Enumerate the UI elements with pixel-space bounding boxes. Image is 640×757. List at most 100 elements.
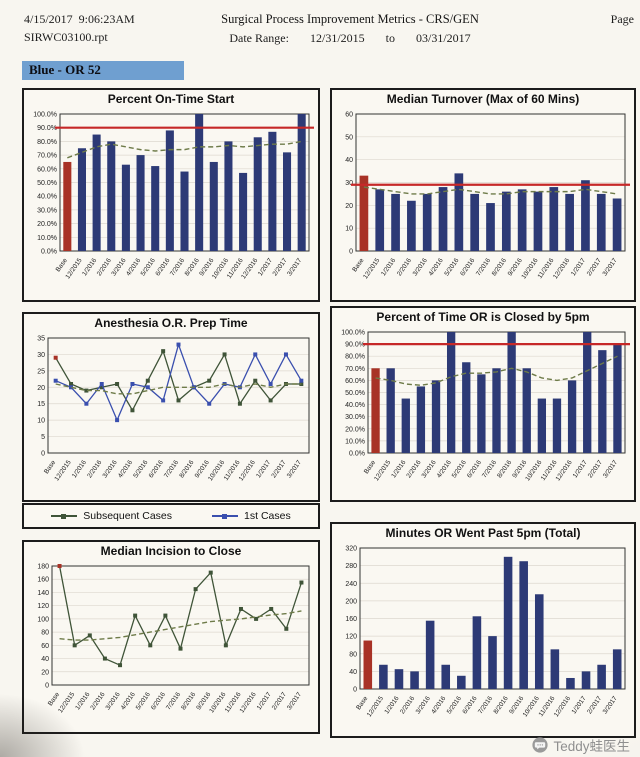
svg-text:320: 320 — [345, 546, 357, 553]
legend-item-subsequent-cases: Subsequent Cases — [51, 510, 172, 522]
chart-title-median-turnover: Median Turnover (Max of 60 Mins) — [386, 92, 580, 106]
svg-text:60: 60 — [345, 112, 353, 119]
svg-text:10.0%: 10.0% — [345, 438, 365, 445]
svg-text:50: 50 — [345, 134, 353, 141]
svg-text:50.0%: 50.0% — [37, 180, 57, 187]
svg-text:12/2015: 12/2015 — [362, 257, 381, 281]
date-range-to-word: to — [385, 31, 395, 45]
chart-title-closed-by-5pm: Percent of Time OR is Closed by 5pm — [376, 310, 590, 324]
svg-text:2/2016: 2/2016 — [86, 459, 103, 480]
svg-text:3/2017: 3/2017 — [602, 695, 619, 716]
chart-panel-closed-by-5pm: Percent of Time OR is Closed by 5pm 0.0%… — [330, 306, 636, 502]
svg-text:7/2016: 7/2016 — [477, 695, 494, 716]
chart-title-minutes-past-5pm: Minutes OR Went Past 5pm (Total) — [385, 526, 581, 540]
prep-time-legend: Subsequent Cases 1st Cases — [22, 503, 320, 529]
svg-text:3/2016: 3/2016 — [102, 459, 119, 480]
svg-text:0.0%: 0.0% — [41, 249, 57, 256]
svg-text:0.0%: 0.0% — [349, 451, 365, 458]
svg-text:20.0%: 20.0% — [37, 221, 57, 228]
page-label: Page — [610, 12, 634, 26]
svg-text:30.0%: 30.0% — [37, 207, 57, 214]
legend-item-first-cases: 1st Cases — [212, 510, 291, 522]
svg-text:Base: Base — [55, 257, 69, 273]
svg-text:1/2017: 1/2017 — [255, 459, 272, 480]
chart-canvas-median-turnover: 0102030405060Base12/20151/20162/20163/20… — [345, 112, 630, 281]
svg-text:8/2016: 8/2016 — [491, 257, 508, 278]
svg-text:30.0%: 30.0% — [345, 414, 365, 421]
svg-text:70.0%: 70.0% — [37, 153, 57, 160]
svg-text:6/2016: 6/2016 — [459, 257, 476, 278]
svg-text:40: 40 — [349, 669, 357, 676]
svg-text:240: 240 — [345, 581, 357, 588]
svg-text:7/2016: 7/2016 — [163, 459, 180, 480]
svg-text:Base: Base — [355, 695, 369, 711]
svg-text:5/2016: 5/2016 — [443, 257, 460, 278]
svg-text:3/2017: 3/2017 — [286, 691, 303, 712]
first-cases-marker — [222, 513, 228, 519]
chart-canvas-closed-by-5pm: 0.0% 10.0% 20.0% 30.0% 40.0% 50.0% 60.0% 70.0% 8… — [341, 330, 630, 482]
svg-text:3/2016: 3/2016 — [412, 257, 429, 278]
report-datetime: 4/15/2017 9:06:23AM — [24, 12, 135, 26]
svg-text:5/2016: 5/2016 — [132, 459, 149, 480]
svg-text:200: 200 — [345, 598, 357, 605]
svg-text:3/2017: 3/2017 — [286, 459, 303, 480]
svg-text:1/2016: 1/2016 — [71, 459, 88, 480]
chart-canvas-anesthesia-prep-time: 05101520253035Base12/20151/20162/20163/2… — [37, 336, 310, 483]
svg-text:4/2016: 4/2016 — [428, 257, 445, 278]
chart-panel-median-incision-to-close: Median Incision to Close 0 20 40 60 80 100 120… — [22, 540, 320, 734]
svg-text:1/2016: 1/2016 — [380, 257, 397, 278]
svg-text:20: 20 — [37, 385, 45, 392]
svg-text:90.0%: 90.0% — [345, 342, 365, 349]
report-title: Surgical Process Improvement Metrics - C… — [221, 12, 479, 26]
svg-text:12/2016: 12/2016 — [552, 257, 571, 281]
svg-text:80: 80 — [349, 651, 357, 658]
chart-canvas-percent-on-time-start: 0.0% 10.0% 20.0% 30.0% 40.0% 50.0% 60.0% 70.0% 8… — [33, 112, 314, 280]
date-range-to: 03/31/2017 — [416, 31, 471, 45]
svg-text:0: 0 — [349, 249, 353, 256]
svg-text:8/2016: 8/2016 — [493, 695, 510, 716]
watermark: Teddy蛙医生 — [532, 735, 630, 755]
svg-text:10.0%: 10.0% — [37, 235, 57, 242]
svg-text:25: 25 — [37, 368, 45, 375]
svg-text:12/2015: 12/2015 — [53, 459, 72, 483]
svg-text:Base: Base — [351, 257, 365, 273]
svg-text:2/2016: 2/2016 — [396, 257, 413, 278]
chart-title-median-incision-to-close: Median Incision to Close — [100, 544, 242, 558]
date-range-from: 12/31/2015 — [309, 31, 365, 45]
svg-text:35: 35 — [37, 336, 45, 343]
svg-text:100.0%: 100.0% — [341, 330, 365, 337]
svg-text:30: 30 — [345, 180, 353, 187]
svg-text:Base: Base — [43, 459, 57, 475]
report-filename: SIRWC03100.rpt — [24, 30, 108, 44]
svg-text:20: 20 — [41, 669, 49, 676]
svg-text:0: 0 — [41, 451, 45, 458]
watermark-text: Teddy蛙医生 — [553, 739, 630, 754]
svg-text:140: 140 — [37, 590, 49, 597]
svg-text:1/2016: 1/2016 — [383, 695, 400, 716]
legend-label-subsequent-cases: Subsequent Cases — [83, 510, 173, 522]
svg-text:20.0%: 20.0% — [345, 426, 365, 433]
svg-text:15: 15 — [37, 401, 45, 408]
bars — [63, 114, 306, 251]
chart-panel-minutes-past-5pm: Minutes OR Went Past 5pm (Total) 0 40 80 12… — [330, 522, 636, 738]
svg-text:80: 80 — [41, 630, 49, 637]
legend-label-first-cases: 1st Cases — [244, 510, 291, 522]
date-range-label: Date Range: — [229, 31, 289, 45]
svg-text:Base: Base — [363, 459, 377, 475]
svg-text:10: 10 — [345, 226, 353, 233]
chart-title-anesthesia-prep-time: Anesthesia O.R. Prep Time — [94, 316, 248, 330]
svg-text:1/2017: 1/2017 — [571, 695, 588, 716]
svg-text:12/2015: 12/2015 — [366, 695, 385, 719]
svg-text:40.0%: 40.0% — [345, 402, 365, 409]
svg-text:100.0%: 100.0% — [33, 112, 57, 119]
svg-text:60: 60 — [41, 643, 49, 650]
svg-text:40.0%: 40.0% — [37, 194, 57, 201]
chart-canvas-median-incision-to-close: 020406080100120140160180Base12/20151/201… — [37, 564, 310, 714]
svg-text:80.0%: 80.0% — [37, 139, 57, 146]
svg-text:280: 280 — [345, 563, 357, 570]
section-label-blue-or52: Blue - OR 52 — [22, 61, 184, 80]
chart-panel-anesthesia-prep-time: Anesthesia O.R. Prep Time 0 5 10 15 20 25 30 35… — [22, 312, 320, 502]
subsequent-cases-marker — [61, 513, 67, 519]
bars — [371, 332, 622, 453]
